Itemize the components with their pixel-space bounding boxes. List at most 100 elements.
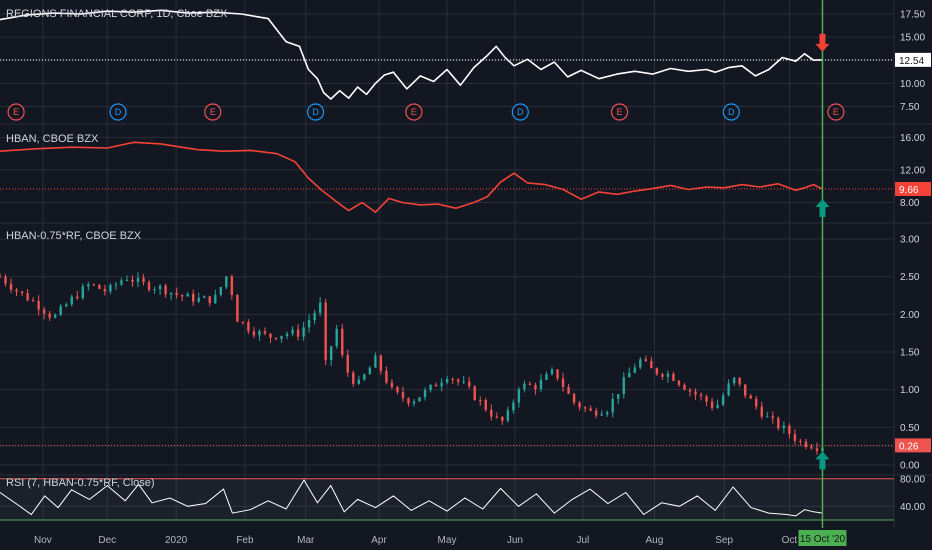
candle-body[interactable] [169, 292, 173, 295]
candle-body[interactable] [473, 386, 476, 400]
candle-body[interactable] [114, 284, 118, 286]
rsi-line[interactable] [0, 479, 823, 517]
candle-body[interactable] [506, 410, 510, 421]
candle-body[interactable] [644, 359, 648, 362]
candle-body[interactable] [655, 368, 659, 375]
candle-body[interactable] [534, 384, 537, 390]
pane-regions[interactable] [0, 9, 823, 100]
candle-body[interactable] [523, 383, 526, 390]
candle-body[interactable] [666, 373, 670, 377]
candle-body[interactable] [468, 381, 471, 387]
candle-body[interactable] [672, 373, 675, 381]
candle-body[interactable] [490, 409, 493, 417]
candle-body[interactable] [219, 287, 222, 295]
sell-arrow[interactable] [815, 43, 830, 52]
candle-body[interactable] [683, 384, 686, 390]
dividend-badge[interactable] [109, 103, 127, 121]
candle-body[interactable] [247, 322, 250, 332]
earnings-badge[interactable] [7, 103, 25, 121]
candle-body[interactable] [158, 285, 162, 290]
candle-body[interactable] [799, 440, 802, 442]
candle-body[interactable] [539, 379, 543, 390]
candle-body[interactable] [556, 369, 559, 379]
pane-spread-candles[interactable] [0, 272, 824, 457]
earnings-badge[interactable] [610, 103, 629, 121]
candle-body[interactable] [628, 372, 631, 378]
candle-body[interactable] [429, 384, 432, 391]
candle-body[interactable] [699, 394, 703, 397]
candle-body[interactable] [760, 406, 763, 417]
candle-body[interactable] [214, 294, 217, 304]
candle-body[interactable] [782, 425, 786, 429]
candle-body[interactable] [258, 331, 261, 336]
candle-body[interactable] [9, 283, 13, 290]
candle-body[interactable] [567, 386, 570, 394]
dividend-badge[interactable] [511, 103, 529, 121]
candle-body[interactable] [48, 313, 51, 318]
candle-body[interactable] [617, 394, 620, 399]
candle-body[interactable] [677, 380, 681, 385]
candle-body[interactable] [280, 335, 283, 340]
candle-body[interactable] [120, 280, 123, 285]
candle-body[interactable] [456, 379, 460, 382]
candle-body[interactable] [749, 395, 752, 399]
earnings-badge[interactable] [827, 103, 845, 121]
buy-arrow-hban[interactable] [815, 198, 830, 207]
candle-body[interactable] [804, 441, 808, 448]
candle-body[interactable] [0, 276, 2, 278]
candle-body[interactable] [65, 304, 68, 307]
candle-body[interactable] [766, 416, 769, 418]
candle-body[interactable] [26, 293, 29, 301]
candle-body[interactable] [650, 361, 653, 369]
candle-body[interactable] [661, 374, 664, 377]
candle-body[interactable] [561, 378, 565, 387]
candle-body[interactable] [318, 302, 322, 313]
candle-body[interactable] [147, 282, 151, 290]
candle-body[interactable] [777, 418, 780, 429]
pane-hban[interactable] [0, 141, 823, 213]
candle-body[interactable] [418, 397, 421, 402]
candle-body[interactable] [180, 295, 184, 297]
candle-body[interactable] [434, 384, 438, 387]
candle-body[interactable] [330, 346, 333, 361]
candle-body[interactable] [335, 328, 338, 347]
candle-body[interactable] [92, 284, 96, 286]
candle-body[interactable] [54, 314, 57, 318]
candle-body[interactable] [716, 404, 719, 409]
candle-body[interactable] [142, 277, 145, 283]
candle-body[interactable] [341, 328, 344, 355]
candle-body[interactable] [363, 374, 366, 380]
candle-body[interactable] [594, 410, 598, 416]
candle-body[interactable] [98, 284, 101, 289]
candle-body[interactable] [324, 302, 327, 361]
candle-body[interactable] [606, 412, 609, 415]
candle-body[interactable] [175, 292, 178, 296]
candle-body[interactable] [31, 300, 35, 302]
candle-body[interactable] [528, 383, 532, 385]
candle-body[interactable] [153, 289, 156, 291]
candle-body[interactable] [705, 396, 708, 402]
candle-body[interactable] [368, 367, 372, 375]
candle-body[interactable] [401, 392, 405, 399]
candle-body[interactable] [694, 391, 697, 395]
candle-body[interactable] [70, 296, 73, 305]
candle-body[interactable] [495, 416, 498, 418]
candle-body[interactable] [550, 369, 554, 375]
candle-body[interactable] [600, 414, 603, 416]
candle-body[interactable] [390, 382, 394, 388]
candle-body[interactable] [374, 355, 377, 368]
candle-body[interactable] [357, 379, 360, 384]
candle-body[interactable] [479, 399, 482, 401]
candle-body[interactable] [15, 289, 18, 292]
candle-body[interactable] [252, 331, 256, 336]
candle-body[interactable] [517, 389, 521, 403]
candle-body[interactable] [76, 296, 79, 299]
candle-body[interactable] [186, 293, 189, 297]
candle-body[interactable] [4, 276, 7, 284]
candle-body[interactable] [771, 416, 774, 419]
candle-body[interactable] [296, 329, 300, 337]
candle-body[interactable] [230, 276, 234, 295]
candle-body[interactable] [396, 387, 399, 393]
pane-rsi[interactable] [0, 478, 894, 521]
